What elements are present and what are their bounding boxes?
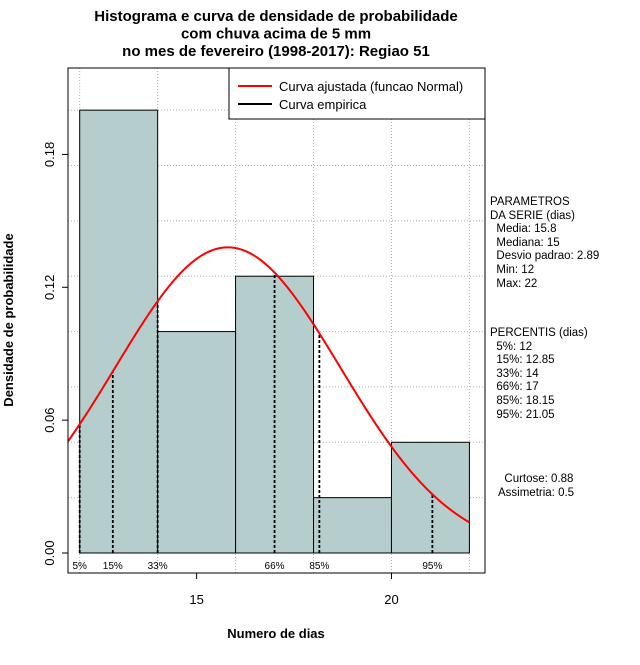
side-text-line: Mediana: 15	[490, 236, 560, 249]
side-text-line: Curtose: 0.88	[498, 473, 574, 485]
shape-stats: Curtose: 0.88 Assimetria: 0.5	[498, 473, 574, 500]
title-line: Histograma e curva de densidade de proba…	[94, 8, 457, 25]
side-text-line: 85%: 18.15	[490, 394, 555, 407]
side-text-line: DA SERIE (dias)	[490, 209, 575, 222]
title-line: no mes de fevereiro (1998-2017): Regiao …	[122, 43, 430, 60]
side-text-line: 5%: 12	[490, 340, 533, 353]
x-axis-label: Numero de dias	[227, 626, 325, 641]
y-tick-label: 0.06	[42, 407, 57, 432]
percentile-lines: 5% 15% 33% 66% 85% 95%	[72, 272, 443, 572]
side-text-line: 33%: 14	[490, 367, 539, 380]
legend-label: Curva ajustada (funcao Normal)	[279, 79, 463, 94]
legend-label: Curva empirica	[279, 97, 367, 112]
side-text-line: 66%: 17	[490, 381, 539, 394]
axis-labels: Numero de dias Densidade de probabilidade	[1, 233, 325, 641]
side-text-line: Min: 12	[490, 263, 535, 276]
side-text-line: PARAMETROS	[490, 196, 570, 208]
percentile-label: 95%	[422, 561, 442, 572]
percentile-label: 5%	[72, 561, 87, 572]
side-text-line: PERCENTIS (dias)	[490, 327, 588, 339]
percentile-label: 66%	[265, 561, 285, 572]
legend: Curva ajustada (funcao Normal) Curva empi…	[228, 67, 486, 120]
histogram-bar	[79, 109, 159, 554]
y-tick-label: 0.12	[42, 275, 57, 300]
x-tick-label: 20	[384, 592, 398, 607]
x-tick-label: 15	[189, 592, 203, 607]
side-text-line: Media: 15.8	[490, 223, 557, 236]
histogram-bar	[390, 441, 470, 554]
y-tick-label: 0.00	[42, 540, 57, 565]
percentile-label: 15%	[103, 561, 123, 572]
legend-box	[228, 67, 486, 120]
percentiles-list: PERCENTIS (dias) 5%: 12 15%: 12.85 33%: …	[490, 327, 588, 422]
side-text-line: Max: 22	[490, 277, 538, 290]
histogram-bar	[313, 497, 392, 554]
series-parameters: PARAMETROS DA SERIE (dias) Media: 15.8 Me…	[490, 196, 599, 291]
y-tick-label: 0.18	[42, 142, 57, 167]
side-text-line: Assimetria: 0.5	[498, 486, 575, 499]
percentile-label: 33%	[148, 561, 168, 572]
side-text-line: 95%: 21.05	[490, 408, 555, 421]
histogram-bars	[79, 109, 470, 554]
title-line: com chuva acima de 5 mm	[181, 26, 371, 43]
y-axis-label: Densidade de probabilidade	[1, 233, 16, 406]
side-text-line: Desvio padrao: 2.89	[490, 250, 600, 263]
histogram-bar	[157, 331, 237, 554]
normal-curve	[67, 246, 470, 524]
normal-curve-path	[67, 246, 470, 524]
side-text-line: 15%: 12.85	[490, 354, 555, 367]
percentile-label: 85%	[309, 561, 329, 572]
chart-title: Histograma e curva de densidade de proba…	[94, 8, 457, 60]
